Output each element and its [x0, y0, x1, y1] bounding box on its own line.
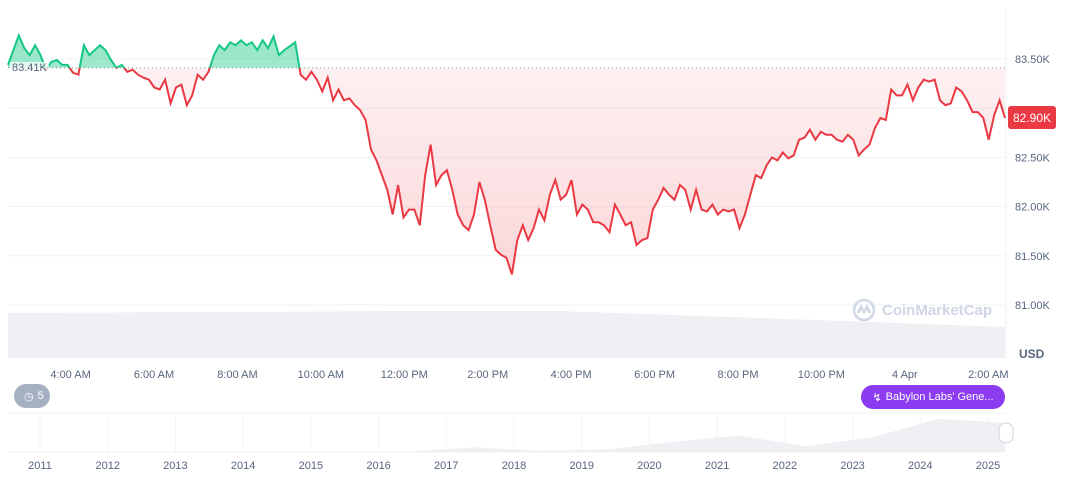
current-price-badge: 82.90K [1008, 106, 1056, 129]
x-tick-label: 12:00 PM [381, 369, 428, 381]
x-tick-label: 8:00 PM [718, 369, 759, 381]
navigator-year-label: 2011 [28, 460, 52, 472]
y-tick-label: 81.00K [1015, 300, 1051, 312]
x-tick-label: 6:00 AM [134, 369, 174, 381]
navigator-year-label: 2013 [163, 460, 187, 472]
navigator-year-label: 2025 [976, 460, 1000, 472]
navigator-year-label: 2018 [502, 460, 526, 472]
baseline-label: 83.41K [10, 62, 49, 74]
navigator-year-label: 2019 [569, 460, 593, 472]
x-tick-label: 10:00 AM [298, 369, 344, 381]
navigator-year-label: 2024 [908, 460, 932, 472]
event-button[interactable]: ↯ Babylon Labs' Gene... [861, 385, 1005, 409]
navigator-year-label: 2022 [773, 460, 797, 472]
history-button[interactable]: ◷ 5 [14, 384, 50, 408]
coinmarketcap-watermark: CoinMarketCap [852, 298, 992, 322]
navigator-year-label: 2021 [705, 460, 729, 472]
lightning-icon: ↯ [872, 391, 882, 404]
history-icon: ◷ [24, 390, 34, 403]
area-above-baseline [8, 35, 1005, 68]
coinmarketcap-logo-icon [852, 298, 876, 322]
x-tick-label: 4:00 AM [50, 369, 90, 381]
navigator-year-label: 2020 [637, 460, 661, 472]
watermark-text: CoinMarketCap [882, 301, 993, 319]
y-tick-label: 81.50K [1015, 251, 1051, 263]
y-tick-label: 82.00K [1015, 202, 1051, 214]
x-tick-label: 2:00 AM [968, 369, 1008, 381]
area-below-baseline [45, 67, 1005, 275]
navigator-year-label: 2023 [840, 460, 864, 472]
x-tick-label: 8:00 AM [217, 369, 257, 381]
navigator-year-label: 2016 [366, 460, 390, 472]
y-tick-label: 83.50K [1015, 54, 1051, 66]
navigator-area [8, 418, 1005, 452]
price-line-down [44, 67, 1006, 275]
history-count: 5 [37, 390, 44, 402]
y-tick-label: 82.50K [1015, 152, 1051, 164]
x-tick-label: 4:00 PM [551, 369, 592, 381]
x-tick-label: 6:00 PM [634, 369, 675, 381]
x-tick-label: 10:00 PM [798, 369, 845, 381]
volume-bars [8, 311, 1005, 358]
currency-label: USD [1019, 347, 1045, 361]
navigator-handle[interactable] [998, 422, 1014, 444]
navigator-year-label: 2012 [95, 460, 119, 472]
navigator-year-label: 2014 [231, 460, 255, 472]
x-tick-label: 2:00 PM [467, 369, 508, 381]
navigator-year-label: 2015 [299, 460, 323, 472]
event-label: Babylon Labs' Gene... [885, 391, 994, 403]
navigator-year-label: 2017 [434, 460, 458, 472]
x-tick-label: 4 Apr [892, 369, 918, 381]
